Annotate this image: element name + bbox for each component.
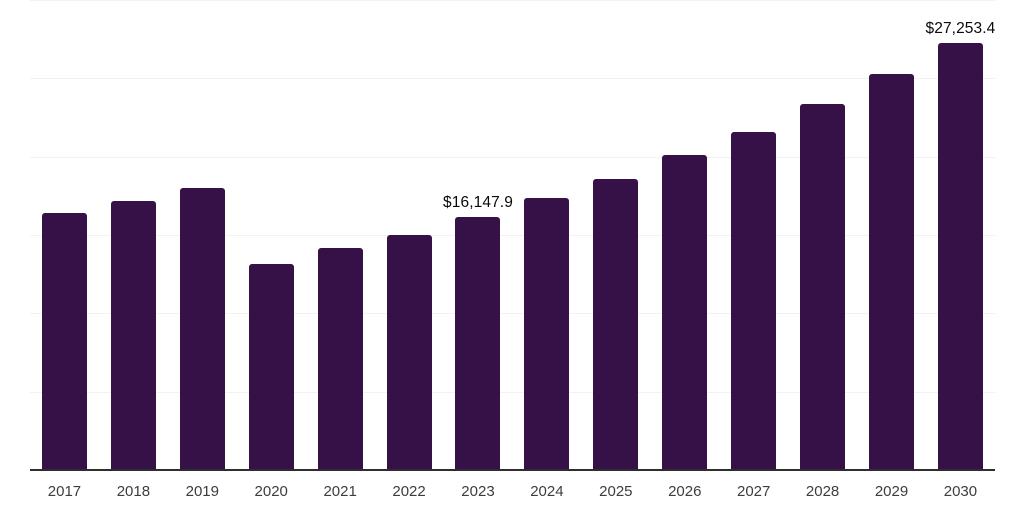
data-label-2023: $16,147.9 <box>443 194 513 211</box>
bar-2018 <box>110 201 156 470</box>
x-tick-2020: 2020 <box>254 483 288 500</box>
plot-area: $16,147.9 $27,253.4 <box>30 0 995 470</box>
gridline-15000 <box>30 235 995 236</box>
gridline-10000 <box>30 313 995 315</box>
bar-2025 <box>593 178 639 470</box>
x-tick-2025: 2025 <box>599 483 633 500</box>
bars-container: $16,147.9 $27,253.4 <box>30 0 995 470</box>
bar-2028 <box>800 104 846 470</box>
bar-slot-2030: $27,253.4 <box>926 0 995 470</box>
gridline-20000 <box>30 156 995 158</box>
gridline-30000 <box>30 0 995 1</box>
x-tick-2021: 2021 <box>323 483 357 500</box>
x-tick-2023: 2023 <box>461 483 495 500</box>
bar-2027 <box>731 131 777 470</box>
x-tick-2018: 2018 <box>116 483 151 500</box>
bar-slot-2023: $16,147.9 <box>443 0 513 470</box>
bar-slot-2026 <box>650 0 719 470</box>
bar-slot-2027 <box>719 0 788 470</box>
bar-2020 <box>248 264 294 470</box>
bar-slot-2024 <box>512 0 581 470</box>
bar-slot-2022 <box>375 0 444 470</box>
bar-2023: $16,147.9 <box>443 194 513 470</box>
x-tick-2030: 2030 <box>943 483 978 500</box>
bar-slot-2021 <box>306 0 375 470</box>
x-tick-2024: 2024 <box>530 483 564 500</box>
bar-slot-2017 <box>30 0 99 470</box>
bar-slot-2029 <box>857 0 926 470</box>
x-axis-line <box>30 469 995 471</box>
x-tick-2019: 2019 <box>185 483 219 500</box>
gridline-25000 <box>30 78 995 80</box>
bar-slot-2020 <box>237 0 306 470</box>
x-tick-2022: 2022 <box>392 483 426 500</box>
bar-slot-2019 <box>168 0 237 470</box>
bar-2017 <box>41 213 87 470</box>
bar-2021 <box>317 248 363 470</box>
x-axis-labels: 2017 2018 2019 2020 2021 2022 2023 2024 2025 2026… <box>30 483 995 500</box>
bar-2024 <box>524 198 570 470</box>
x-tick-2028: 2028 <box>805 483 840 500</box>
x-tick-2029: 2029 <box>874 483 909 500</box>
bar-2022 <box>386 235 432 470</box>
bar-2030: $27,253.4 <box>926 20 995 470</box>
bar-slot-2028 <box>788 0 857 470</box>
bar-2026 <box>662 155 708 470</box>
bar-slot-2018 <box>99 0 168 470</box>
gridline-5000 <box>30 391 995 393</box>
x-tick-2017: 2017 <box>47 483 82 500</box>
x-tick-2026: 2026 <box>668 483 702 500</box>
bar-2019 <box>179 188 225 470</box>
bar-slot-2025 <box>581 0 650 470</box>
x-tick-2027: 2027 <box>736 483 771 500</box>
data-label-2030: $27,253.4 <box>925 20 996 37</box>
bar-2029 <box>869 74 915 470</box>
